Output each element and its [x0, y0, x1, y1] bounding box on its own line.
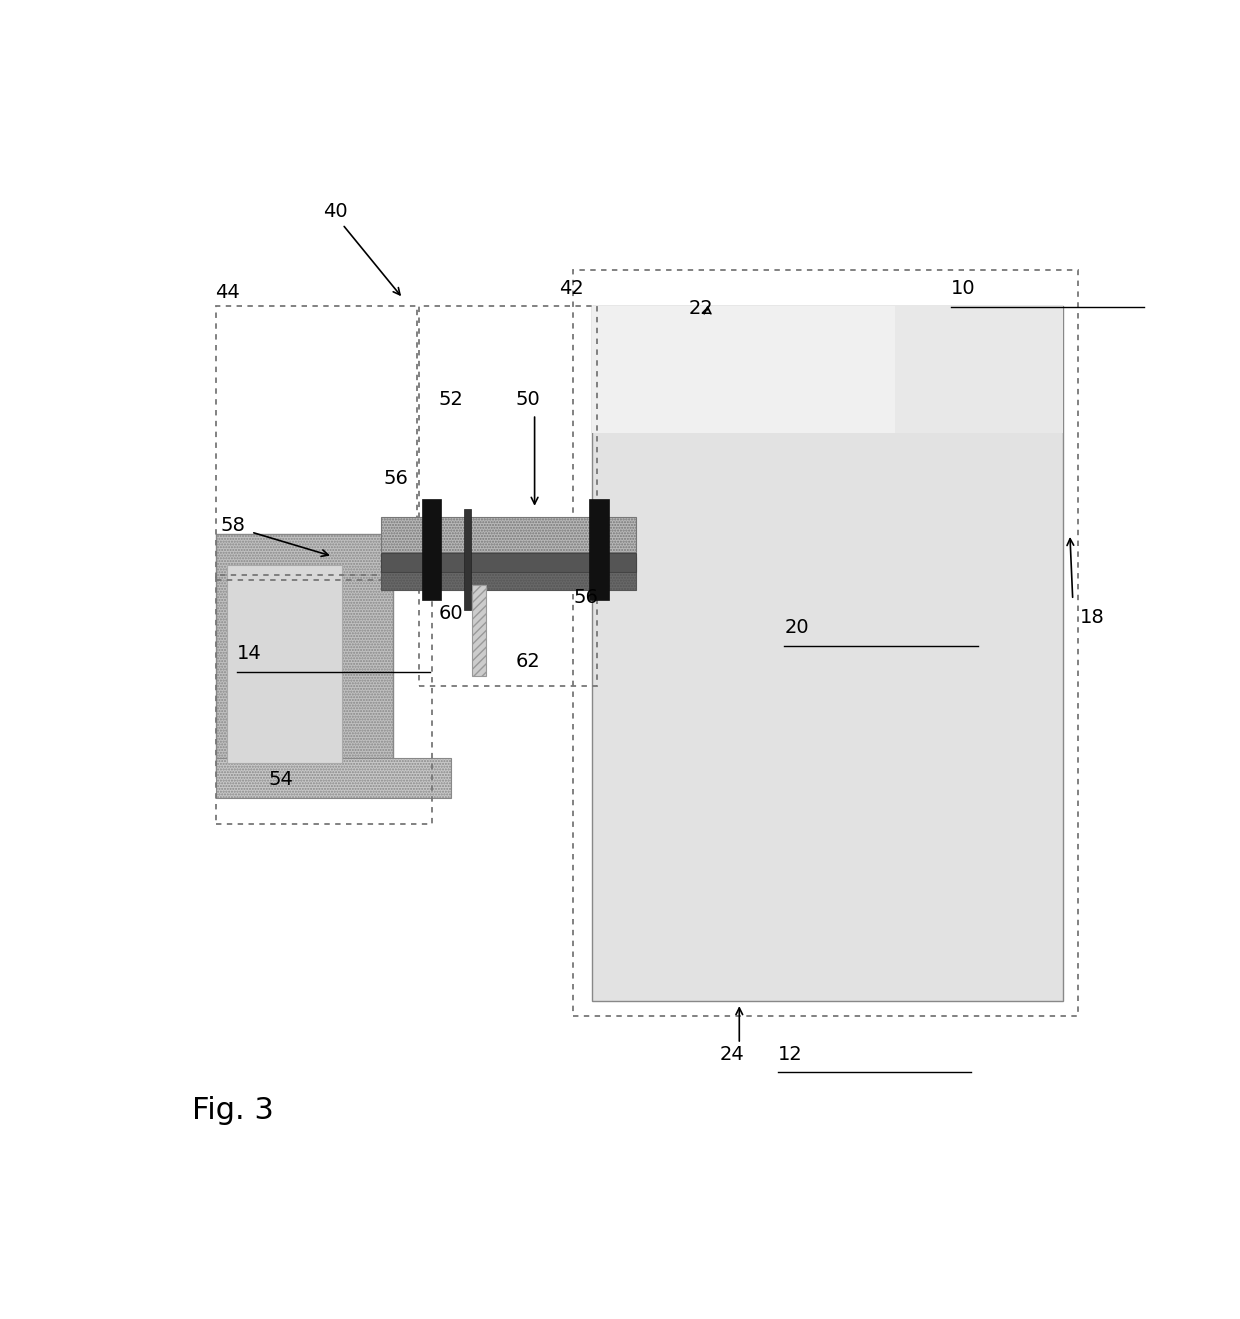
Text: 60: 60 — [439, 604, 463, 623]
Bar — [593, 306, 1063, 1001]
Text: 50: 50 — [516, 390, 541, 409]
Bar — [422, 499, 441, 600]
Bar — [216, 534, 393, 778]
Bar — [419, 306, 598, 686]
Bar — [216, 306, 418, 580]
Text: 40: 40 — [324, 202, 347, 220]
Bar — [216, 757, 451, 798]
Text: 62: 62 — [516, 652, 541, 670]
Text: 58: 58 — [221, 517, 246, 536]
Bar — [465, 509, 471, 611]
Text: 22: 22 — [688, 299, 713, 318]
Text: 10: 10 — [951, 278, 976, 298]
Text: 14: 14 — [237, 645, 262, 663]
Text: 56: 56 — [383, 468, 409, 488]
Text: 12: 12 — [777, 1045, 802, 1063]
Bar — [381, 558, 635, 590]
Bar — [895, 306, 1063, 433]
Text: Fig. 3: Fig. 3 — [191, 1096, 273, 1125]
Bar — [381, 554, 635, 571]
Bar — [472, 584, 486, 677]
Text: 24: 24 — [720, 1045, 745, 1063]
Bar — [216, 575, 432, 823]
Text: 20: 20 — [785, 619, 808, 637]
Bar — [227, 565, 342, 762]
Text: 54: 54 — [268, 770, 294, 789]
Text: 44: 44 — [216, 282, 241, 302]
Bar — [593, 306, 895, 433]
Text: 42: 42 — [558, 278, 583, 298]
Bar — [381, 517, 635, 553]
Text: 56: 56 — [573, 587, 598, 607]
Text: 52: 52 — [439, 390, 464, 409]
Bar — [573, 270, 1078, 1017]
Bar — [589, 499, 609, 600]
Text: 18: 18 — [1080, 608, 1105, 627]
